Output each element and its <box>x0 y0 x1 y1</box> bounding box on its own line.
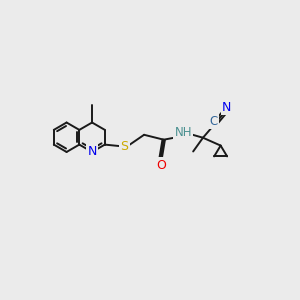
Text: C: C <box>210 115 218 128</box>
Text: O: O <box>156 159 166 172</box>
Text: NH: NH <box>175 126 192 139</box>
Text: S: S <box>121 140 128 153</box>
Text: N: N <box>87 146 97 158</box>
Text: N: N <box>222 101 231 114</box>
